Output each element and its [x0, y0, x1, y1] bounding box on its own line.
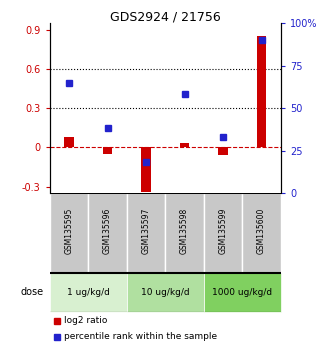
- Text: 10 ug/kg/d: 10 ug/kg/d: [141, 288, 190, 297]
- Text: GSM135599: GSM135599: [219, 208, 228, 255]
- Bar: [127, 273, 204, 312]
- Text: percentile rank within the sample: percentile rank within the sample: [64, 332, 217, 341]
- Bar: [88, 193, 127, 273]
- Bar: [165, 193, 204, 273]
- Bar: [50, 273, 127, 312]
- Text: 1000 ug/kg/d: 1000 ug/kg/d: [212, 288, 273, 297]
- Text: GSM135597: GSM135597: [142, 208, 151, 255]
- Text: GSM135598: GSM135598: [180, 208, 189, 254]
- Text: GSM135600: GSM135600: [257, 208, 266, 255]
- Bar: [257, 36, 266, 147]
- Text: GSM135596: GSM135596: [103, 208, 112, 255]
- Title: GDS2924 / 21756: GDS2924 / 21756: [110, 10, 221, 23]
- Text: log2 ratio: log2 ratio: [64, 316, 107, 325]
- Bar: [103, 147, 112, 154]
- Bar: [204, 193, 242, 273]
- Bar: [242, 193, 281, 273]
- Bar: [64, 137, 74, 147]
- Text: dose: dose: [21, 287, 44, 297]
- Bar: [204, 273, 281, 312]
- Bar: [180, 143, 189, 147]
- Text: 1 ug/kg/d: 1 ug/kg/d: [67, 288, 110, 297]
- Text: GSM135595: GSM135595: [65, 208, 74, 255]
- Bar: [127, 193, 165, 273]
- Bar: [141, 147, 151, 192]
- Bar: [50, 193, 88, 273]
- Bar: [218, 147, 228, 155]
